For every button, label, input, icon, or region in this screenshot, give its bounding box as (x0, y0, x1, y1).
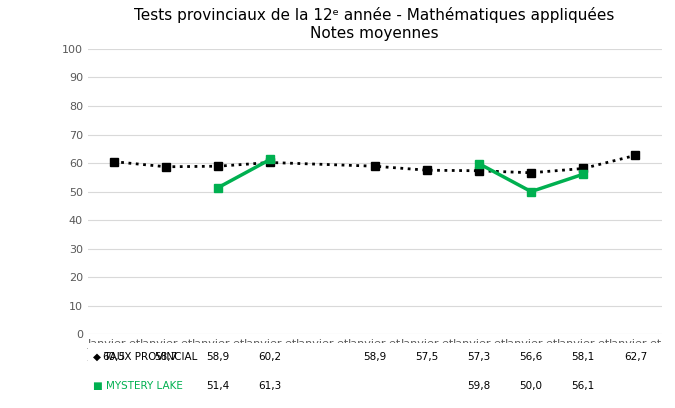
TAUX PROVINCIAL (527, 170, 535, 175)
TAUX PROVINCIAL (371, 164, 379, 169)
TAUX PROVINCIAL (631, 153, 639, 158)
Line: TAUX PROVINCIAL: TAUX PROVINCIAL (109, 151, 640, 177)
Text: ■ MYSTERY LAKE: ■ MYSTERY LAKE (93, 381, 184, 390)
TAUX PROVINCIAL (266, 160, 274, 165)
MYSTERY LAKE (214, 185, 222, 190)
TAUX PROVINCIAL (475, 169, 483, 173)
Title: Tests provinciaux de la 12ᵉ année - Mathématiques appliquées
Notes moyennes: Tests provinciaux de la 12ᵉ année - Math… (134, 7, 615, 41)
Line: MYSTERY LAKE: MYSTERY LAKE (214, 155, 275, 192)
MYSTERY LAKE (266, 157, 274, 162)
TAUX PROVINCIAL (110, 159, 118, 164)
Text: ◆ TAUX PROVINCIAL: ◆ TAUX PROVINCIAL (93, 352, 198, 362)
TAUX PROVINCIAL (579, 166, 587, 171)
TAUX PROVINCIAL (423, 168, 431, 173)
TAUX PROVINCIAL (214, 164, 222, 169)
TAUX PROVINCIAL (162, 164, 170, 169)
